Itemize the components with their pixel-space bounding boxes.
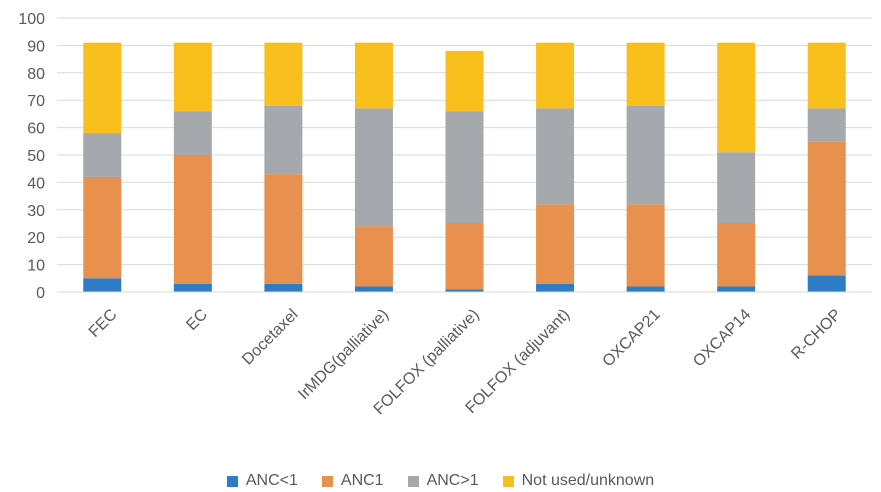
legend-item: ANC1 <box>321 472 384 490</box>
bar-segment-3 <box>536 42 575 109</box>
y-tick-label: 40 <box>27 175 45 192</box>
bar-segment-0 <box>173 283 212 292</box>
bar-segment-0 <box>445 289 484 292</box>
x-tick-label: OXCAP21 <box>600 306 664 370</box>
bar-segment-0 <box>717 286 756 292</box>
bar-segment-0 <box>83 278 122 292</box>
legend: ANC<1 ANC1 ANC>1 Not used/unknown <box>0 470 881 492</box>
bar-segment-1 <box>264 174 303 284</box>
y-tick-label: 80 <box>27 66 45 83</box>
bar-segment-1 <box>536 204 575 284</box>
y-tick-label: 100 <box>18 11 45 28</box>
bar-segment-3 <box>264 42 303 106</box>
legend-swatch <box>407 475 419 487</box>
bar-segment-1 <box>807 141 846 276</box>
bar-segment-2 <box>83 133 122 177</box>
bar-segment-2 <box>626 105 665 205</box>
bar-segment-2 <box>717 152 756 224</box>
x-tick-label: FOLFOX (adjuvant) <box>463 306 574 417</box>
x-tick-label: OXCAP14 <box>690 306 754 370</box>
bar-segment-3 <box>83 42 122 134</box>
bar-segment-3 <box>626 42 665 106</box>
stacked-bar-chart: 0 10 20 30 40 50 60 70 80 90 100 FEC EC DocetaxelIrM… <box>18 11 872 418</box>
bar-segment-3 <box>445 50 484 112</box>
bars <box>83 42 846 292</box>
bar-segment-1 <box>626 204 665 287</box>
y-tick-label: 20 <box>27 230 45 247</box>
bar-segment-0 <box>536 283 575 292</box>
y-tick-label: 50 <box>27 148 45 165</box>
legend-label: ANC>1 <box>426 472 479 489</box>
legend-label: Not used/unknown <box>521 472 655 489</box>
bar-segment-3 <box>173 42 212 112</box>
y-tick-label: 90 <box>27 38 45 55</box>
legend-item: Not used/unknown <box>502 472 655 490</box>
bar-segment-1 <box>354 226 393 287</box>
legend-item: ANC<1 <box>226 472 298 490</box>
x-tick-label: IrMDG(palliative) <box>295 306 392 403</box>
bar-segment-3 <box>717 42 756 153</box>
bar-segment-1 <box>717 223 756 287</box>
bar-segment-2 <box>173 111 212 155</box>
legend-label: ANC1 <box>340 472 384 489</box>
bar-segment-2 <box>445 111 484 224</box>
y-tick-label: 0 <box>36 285 45 302</box>
bar-segment-2 <box>536 108 575 205</box>
bar-segment-1 <box>173 155 212 284</box>
y-tick-label: 60 <box>27 121 45 138</box>
bar-segment-2 <box>264 105 303 175</box>
y-tick-label: 70 <box>27 93 45 110</box>
legend-item: ANC>1 <box>407 472 479 490</box>
x-tick-label: EC <box>183 306 211 334</box>
bar-segment-1 <box>445 223 484 290</box>
bar-segment-2 <box>807 108 846 142</box>
bar-segment-1 <box>83 176 122 279</box>
y-tick-label: 30 <box>27 203 45 220</box>
bar-segment-0 <box>807 275 846 292</box>
legend-swatch <box>502 475 514 487</box>
bar-segment-3 <box>807 42 846 109</box>
x-tick-label: FEC <box>86 306 121 341</box>
bar-segment-0 <box>264 283 303 292</box>
x-tick-label: R-CHOP <box>788 306 845 363</box>
y-tick-label: 10 <box>27 258 45 275</box>
y-tick-labels: 0 10 20 30 40 50 60 70 80 90 100 <box>18 11 45 302</box>
legend-swatch <box>226 475 238 487</box>
legend-swatch <box>321 475 333 487</box>
legend-label: ANC<1 <box>245 472 298 489</box>
bar-segment-2 <box>354 108 393 227</box>
bar-segment-0 <box>626 286 665 292</box>
bar-segment-3 <box>354 42 393 109</box>
x-tick-label: Docetaxel <box>239 306 301 368</box>
bar-segment-0 <box>354 286 393 292</box>
